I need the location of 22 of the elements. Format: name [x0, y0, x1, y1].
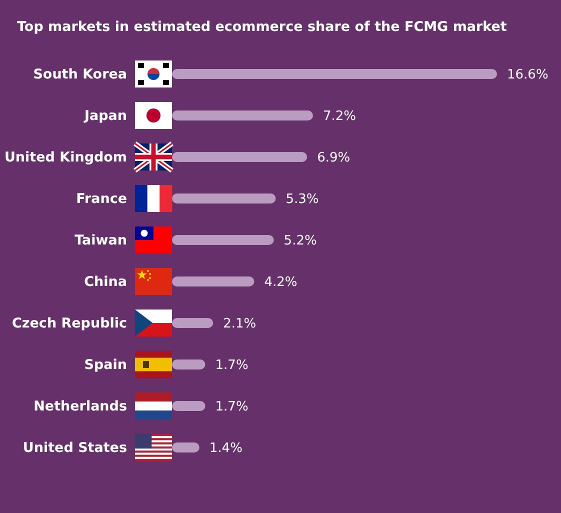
data-label: 4.2% [264, 275, 298, 290]
data-label: 5.3% [286, 192, 319, 208]
y-tick-label: China [84, 274, 127, 290]
chart-title: Top markets in estimated ecommerce share of the FCMG market [17, 19, 508, 35]
data-label: 6.9% [317, 150, 350, 166]
y-tick-label: South Korea [33, 66, 127, 83]
y-tick-label: Japan [83, 108, 127, 124]
y-tick-label: Taiwan [74, 232, 127, 249]
data-label: 7.2% [322, 109, 356, 124]
y-tick-label: United States [22, 440, 127, 456]
data-label: 5.2% [284, 234, 317, 249]
data-label: 2.1% [223, 316, 256, 332]
bar [172, 442, 200, 452]
y-tick-label: Czech Republic [12, 316, 127, 332]
y-tick-label: France [76, 191, 127, 208]
y-tick-label: Netherlands [34, 398, 127, 415]
data-label: 1.7% [215, 358, 248, 374]
data-label: 16.6% [507, 68, 548, 83]
data-label: 1.7% [215, 400, 248, 415]
y-tick-label: United Kingdom [4, 150, 127, 166]
y-tick-label: Spain [84, 357, 127, 374]
data-label: 1.4% [209, 441, 242, 456]
